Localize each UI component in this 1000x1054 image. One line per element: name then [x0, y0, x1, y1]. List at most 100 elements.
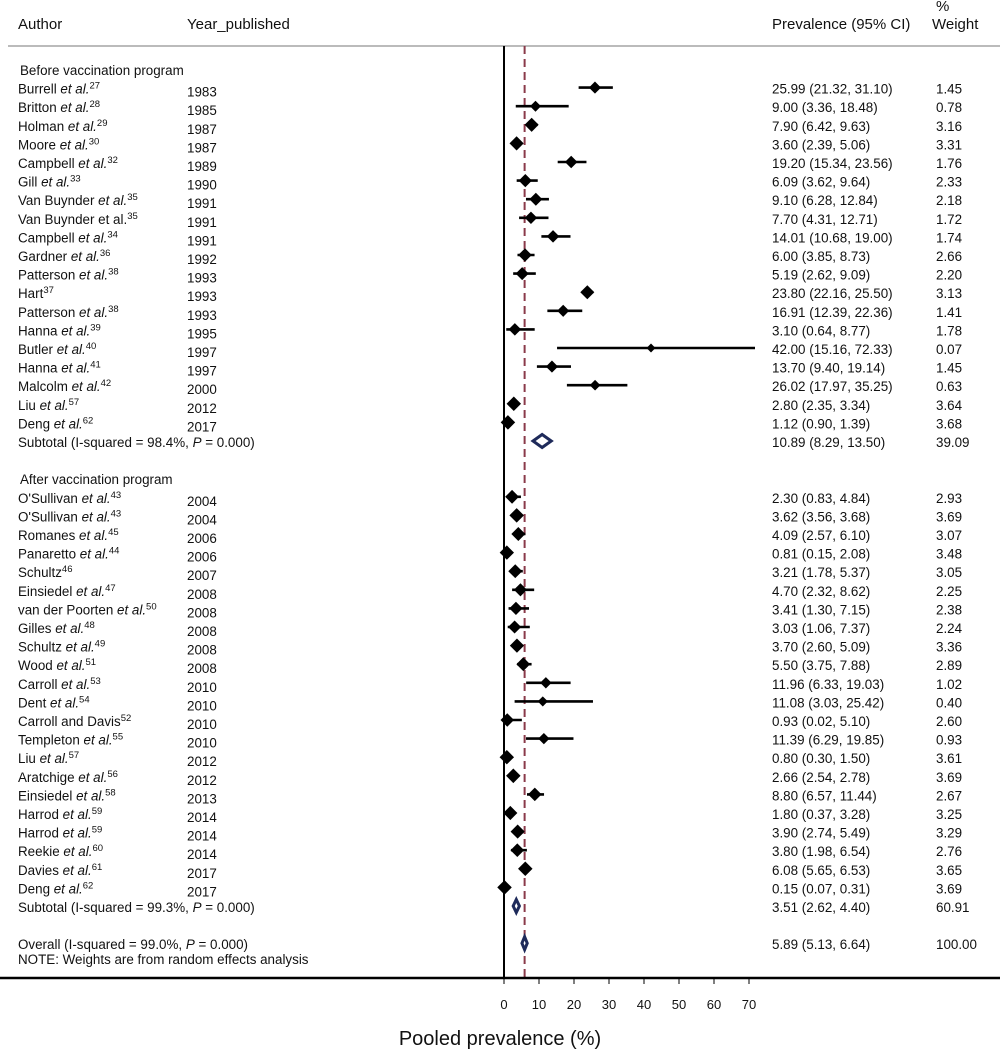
estimate-point	[580, 285, 595, 300]
subgroup-title: After vaccination program	[20, 472, 173, 487]
estimate-point	[518, 174, 532, 188]
study-author: O'Sullivan et al.43	[18, 508, 121, 524]
study-year: 2014	[187, 847, 217, 862]
x-tick-label: 20	[567, 997, 581, 1012]
study-year: 1991	[187, 215, 217, 230]
study-weight: 0.40	[936, 695, 962, 710]
study-weight: 1.76	[936, 156, 962, 171]
study-ci-text: 6.09 (3.62, 9.64)	[772, 175, 870, 190]
study-ci-text: 16.91 (12.39, 22.36)	[772, 305, 893, 320]
study-author: Carroll et al.53	[18, 676, 101, 692]
study-weight: 2.67	[936, 788, 962, 803]
estimate-point	[506, 768, 521, 784]
estimate-point	[503, 805, 518, 821]
study-author: Panaretto et al.44	[18, 546, 119, 562]
study-year: 2004	[187, 512, 217, 527]
study-year: 2017	[187, 884, 217, 899]
study-author: Hanna et al.41	[18, 360, 101, 376]
study-weight: 2.24	[936, 621, 963, 636]
study-ci-text: 3.60 (2.39, 5.06)	[772, 137, 870, 152]
subtotal-ci-text: 3.51 (2.62, 4.40)	[772, 900, 870, 915]
study-year: 2012	[187, 754, 217, 769]
study-ci-text: 11.08 (3.03, 25.42)	[772, 695, 884, 710]
year-column-header: Year_published	[187, 16, 290, 33]
study-year: 2010	[187, 698, 217, 713]
study-ci-text: 25.99 (21.32, 31.10)	[772, 82, 893, 97]
estimate-point	[518, 248, 532, 262]
study-year: 1985	[187, 103, 217, 118]
estimate-point	[508, 323, 522, 336]
study-ci-text: 23.80 (22.16, 25.50)	[772, 286, 893, 301]
study-year: 2017	[187, 866, 217, 881]
study-author: Gill et al.33	[18, 174, 81, 190]
study-ci-text: 3.70 (2.60, 5.09)	[772, 640, 870, 655]
study-weight: 2.18	[936, 193, 962, 208]
study-author: Butler et al.40	[18, 341, 96, 357]
study-year: 2010	[187, 680, 217, 695]
overall-label: Overall (I-squared = 99.0%, P = 0.000)	[18, 937, 248, 952]
estimate-point	[500, 415, 516, 430]
estimate-point	[510, 843, 525, 858]
study-weight: 3.16	[936, 119, 962, 134]
study-weight: 3.25	[936, 807, 962, 822]
study-author: Schultz et al.49	[18, 639, 105, 655]
author-column-header: Author	[18, 16, 63, 33]
study-ci-text: 8.80 (6.57, 11.44)	[772, 788, 877, 803]
study-weight: 1.02	[936, 677, 962, 692]
estimate-point	[515, 267, 529, 281]
study-ci-text: 1.80 (0.37, 3.28)	[772, 807, 870, 822]
study-author: Liu et al.57	[18, 397, 79, 413]
study-year: 2000	[187, 382, 217, 397]
study-ci-text: 4.70 (2.32, 8.62)	[772, 584, 870, 599]
study-author: Aratchige et al.56	[18, 769, 118, 785]
study-weight: 2.60	[936, 714, 962, 729]
study-author: Deng et al.62	[18, 880, 93, 896]
study-ci-text: 6.08 (5.65, 6.53)	[772, 863, 870, 878]
study-weight: 0.63	[936, 379, 962, 394]
study-weight: 3.07	[936, 528, 962, 543]
study-year: 2012	[187, 773, 217, 788]
study-weight: 3.65	[936, 863, 962, 878]
study-ci-text: 3.62 (3.56, 3.68)	[772, 509, 870, 524]
study-ci-text: 11.96 (6.33, 19.03)	[772, 677, 884, 692]
study-ci-text: 3.41 (1.30, 7.15)	[772, 602, 870, 617]
estimate-point	[529, 192, 543, 206]
study-author: Holman et al.29	[18, 118, 107, 134]
study-author: Einsiedel et al.58	[18, 787, 116, 803]
x-tick-label: 70	[742, 997, 756, 1012]
study-ci-text: 2.80 (2.35, 3.34)	[772, 398, 870, 413]
x-tick-label: 50	[672, 997, 686, 1012]
estimate-point	[540, 677, 552, 689]
study-weight: 3.68	[936, 416, 962, 431]
study-year: 1993	[187, 289, 217, 304]
estimate-point	[509, 601, 523, 616]
study-weight: 1.45	[936, 82, 962, 97]
estimate-point	[588, 81, 602, 94]
study-year: 2012	[187, 401, 217, 416]
study-ci-text: 42.00 (15.16, 72.33)	[772, 342, 893, 357]
study-ci-text: 7.70 (4.31, 12.71)	[772, 212, 878, 227]
study-weight: 1.41	[936, 305, 962, 320]
study-author: Deng et al.62	[18, 415, 93, 431]
overall-weight: 100.00	[936, 937, 977, 952]
estimate-point	[506, 396, 522, 412]
study-weight: 2.38	[936, 602, 962, 617]
estimate-point	[513, 583, 527, 597]
study-year: 2014	[187, 810, 217, 825]
study-weight: 2.66	[936, 249, 962, 264]
study-ci-text: 19.20 (15.34, 23.56)	[772, 156, 893, 171]
study-ci-text: 0.81 (0.15, 2.08)	[772, 547, 870, 562]
estimate-point	[537, 696, 548, 707]
study-ci-text: 0.93 (0.02, 5.10)	[772, 714, 870, 729]
estimate-point	[557, 304, 570, 317]
study-year: 1991	[187, 196, 217, 211]
study-author: Templeton et al.55	[18, 732, 123, 748]
estimate-point	[508, 620, 522, 634]
subtotal-weight: 60.91	[936, 900, 970, 915]
study-ci-text: 6.00 (3.85, 8.73)	[772, 249, 870, 264]
x-tick-label: 30	[602, 997, 616, 1012]
study-weight: 2.20	[936, 268, 962, 283]
study-author: Wood et al.51	[18, 657, 96, 673]
estimate-point	[516, 657, 531, 672]
